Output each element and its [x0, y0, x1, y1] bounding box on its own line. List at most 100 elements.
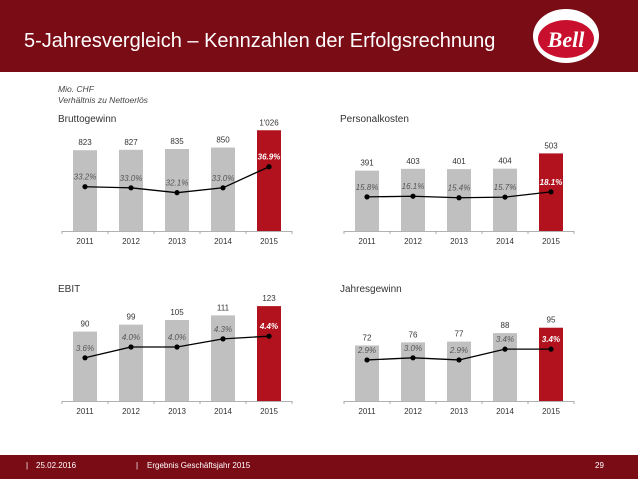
page-title: 5-Jahresvergleich – Kennzahlen der Erfol…: [24, 30, 496, 52]
ratio-label: Verhältnis zu Nettoerlös: [58, 95, 148, 105]
bar-2012: [119, 149, 143, 231]
ratio-point-2013: [456, 357, 462, 363]
x-tick-2013: 2013: [450, 407, 468, 416]
ratio-label-2011: 33.2%: [74, 173, 97, 182]
bar-2015: [539, 327, 563, 401]
bar-2015: [257, 306, 281, 401]
ratio-label-2013: 15.4%: [448, 184, 471, 193]
x-tick-2012: 2012: [122, 407, 140, 416]
value-label-2013: 401: [452, 157, 466, 166]
ratio-point-2015: [548, 189, 554, 195]
value-label-2015: 1'026: [259, 118, 279, 127]
x-tick-2011: 2011: [358, 237, 376, 246]
chart-title: Personalkosten: [340, 114, 409, 125]
chart-svg: 823 2011 33.2% 827 2012 33.0% 835 2013 32.1% 850 2…: [61, 118, 293, 246]
footer-separator: |: [136, 461, 139, 470]
bar-2014: [493, 333, 517, 401]
ratio-label-2011: 3.6%: [76, 344, 94, 353]
bar-2011: [355, 345, 379, 401]
x-tick-2015: 2015: [542, 237, 560, 246]
ratio-label-2015: 3.4%: [542, 335, 560, 344]
ratio-label-2014: 4.3%: [214, 325, 232, 334]
ratio-point-2012: [410, 193, 416, 199]
value-label-2014: 850: [216, 136, 230, 145]
chart-bruttogewinn: Bruttogewinn 823 2011 33.2% 827 2012 33.0% 835…: [58, 114, 318, 258]
x-tick-2015: 2015: [260, 237, 278, 246]
value-label-2011: 391: [360, 159, 374, 168]
x-tick-2011: 2011: [76, 407, 94, 416]
ratio-point-2014: [502, 346, 508, 352]
ratio-point-2014: [220, 185, 226, 191]
ratio-label-2013: 32.1%: [166, 179, 189, 188]
value-label-2015: 503: [544, 141, 558, 150]
footer-bar: | 25.02.2016 | Ergebnis Geschäftsjahr 20…: [0, 455, 638, 479]
bar-2011: [73, 331, 97, 401]
value-label-2011: 90: [81, 320, 90, 329]
ratio-label-2014: 3.4%: [496, 335, 514, 344]
ratio-point-2013: [174, 344, 180, 350]
value-label-2012: 827: [124, 138, 138, 147]
x-tick-2014: 2014: [496, 237, 514, 246]
chart-title: Bruttogewinn: [58, 114, 117, 125]
bar-2012: [401, 168, 425, 231]
chart-jahresgewinn: Jahresgewinn 72 2011 2.9% 76 2012 3.0% 77 2013 2…: [340, 284, 600, 428]
bar-2015: [257, 130, 281, 231]
x-tick-2014: 2014: [214, 237, 232, 246]
value-label-2012: 76: [409, 330, 418, 339]
units-note: Mio. CHF Verhältnis zu Nettoerlös: [58, 84, 148, 106]
ratio-point-2015: [266, 333, 272, 339]
units-label: Mio. CHF: [58, 84, 94, 94]
x-tick-2011: 2011: [358, 407, 376, 416]
ratio-label-2012: 16.1%: [402, 182, 425, 191]
x-tick-2013: 2013: [168, 407, 186, 416]
chart-svg: 391 2011 15.8% 403 2012 16.1% 401 2013 15.4% 404 2…: [343, 141, 575, 246]
value-label-2014: 111: [217, 303, 230, 312]
bar-2011: [73, 150, 97, 231]
ratio-point-2011: [82, 355, 88, 361]
ratio-label-2014: 15.7%: [494, 183, 517, 192]
chart-title: EBIT: [58, 284, 81, 295]
ratio-label-2015: 18.1%: [540, 178, 563, 187]
ratio-point-2015: [548, 346, 554, 352]
ratio-label-2015: 36.9%: [258, 153, 281, 162]
x-tick-2014: 2014: [214, 407, 232, 416]
ratio-label-2011: 15.8%: [356, 183, 379, 192]
bar-2013: [165, 149, 189, 231]
value-label-2012: 403: [406, 157, 420, 166]
ratio-label-2013: 2.9%: [449, 346, 468, 355]
x-tick-2012: 2012: [404, 237, 422, 246]
ratio-label-2012: 3.0%: [404, 344, 422, 353]
ratio-label-2012: 33.0%: [120, 174, 143, 183]
bar-2013: [165, 320, 189, 401]
footer-date: 25.02.2016: [36, 461, 77, 470]
ratio-label-2015: 4.4%: [259, 322, 278, 331]
value-label-2013: 835: [170, 137, 184, 146]
value-label-2011: 823: [78, 138, 92, 147]
ratio-point-2013: [456, 195, 462, 201]
header-bar: 5-Jahresvergleich – Kennzahlen der Erfol…: [0, 0, 638, 72]
value-label-2013: 77: [455, 330, 464, 339]
bar-2012: [119, 324, 143, 401]
bell-logo: Bell: [533, 9, 599, 63]
bar-2013: [447, 341, 471, 401]
x-tick-2013: 2013: [450, 237, 468, 246]
footer-separator: |: [26, 461, 29, 470]
ratio-point-2012: [410, 355, 416, 361]
ratio-label-2011: 2.9%: [357, 346, 376, 355]
value-label-2014: 404: [498, 157, 512, 166]
ratio-label-2012: 4.0%: [122, 333, 140, 342]
value-label-2015: 123: [262, 294, 276, 303]
value-label-2013: 105: [170, 308, 184, 317]
ratio-label-2013: 4.0%: [168, 333, 186, 342]
page-number: 29: [595, 461, 604, 470]
ratio-point-2015: [266, 164, 272, 170]
ratio-point-2012: [128, 344, 134, 350]
ratio-point-2012: [128, 185, 134, 191]
bar-2014: [211, 315, 235, 401]
x-tick-2011: 2011: [76, 237, 94, 246]
x-tick-2014: 2014: [496, 407, 514, 416]
footer-document: Ergebnis Geschäftsjahr 2015: [147, 461, 251, 470]
chart-svg: 72 2011 2.9% 76 2012 3.0% 77 2013 2.9% 88 2014 3.4%…: [343, 316, 575, 416]
x-tick-2012: 2012: [122, 237, 140, 246]
chart-personalkosten: Personalkosten 391 2011 15.8% 403 2012 16.1% 4…: [340, 114, 600, 258]
